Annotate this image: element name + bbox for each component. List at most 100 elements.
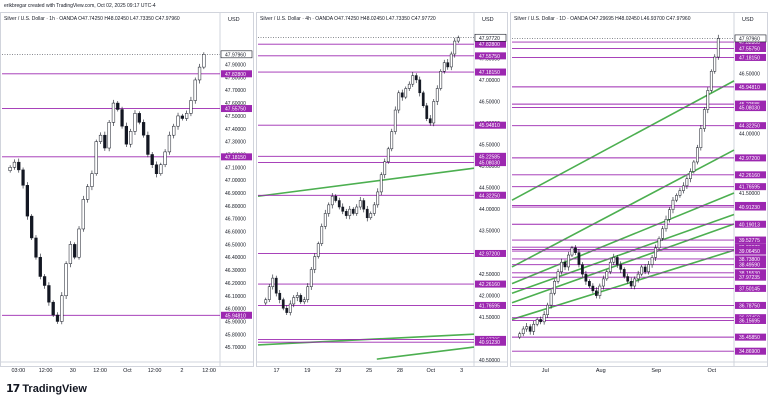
candle-body xyxy=(323,213,327,227)
candle-body xyxy=(706,90,710,110)
x-tick-label: 03:00 xyxy=(11,368,25,374)
candle-body xyxy=(264,299,268,304)
last-price-label: 47.97720 xyxy=(479,36,500,42)
candle-body xyxy=(42,276,47,286)
candle-body xyxy=(320,226,324,244)
level-label-bg xyxy=(475,249,506,257)
candle-body xyxy=(713,56,717,72)
y-tick-label: 45.90000 xyxy=(225,319,246,325)
candle-body xyxy=(643,266,647,272)
candle-body xyxy=(435,88,439,102)
last-price-label-bg xyxy=(474,33,507,42)
x-tick-label: 2 xyxy=(180,368,183,374)
candle-body xyxy=(695,147,699,163)
candle-body xyxy=(197,66,202,81)
candle-body xyxy=(542,314,546,323)
y-tick-label: 46.00000 xyxy=(225,307,246,313)
level-label-bg xyxy=(221,153,252,161)
candle-body xyxy=(675,195,678,201)
x-tick-label: Jul xyxy=(542,368,549,374)
candle-body xyxy=(292,297,296,305)
level-label-bg xyxy=(475,159,506,167)
level-label-bg xyxy=(475,280,506,288)
y-tick-label: 46.70000 xyxy=(225,217,246,223)
level-label: 38.73800 xyxy=(739,257,760,263)
candle-body xyxy=(400,92,404,98)
candle-body xyxy=(428,118,432,124)
candle-body xyxy=(570,247,574,256)
level-label-bg xyxy=(475,152,506,160)
chart-panel-2: Silver / U.S. Dollar · 4h · OANDA O47.74… xyxy=(256,12,508,374)
level-label-bg xyxy=(735,261,766,269)
candle-body xyxy=(449,53,453,68)
level-label: 39.52775 xyxy=(739,238,760,244)
candle-body xyxy=(25,185,29,217)
level-label-bg xyxy=(735,183,766,191)
last-price-label-bg xyxy=(220,50,253,59)
candle-body xyxy=(38,256,42,277)
candle-body xyxy=(605,271,609,280)
tradingview-logo-wordmark: TradingView xyxy=(22,382,87,395)
candle-body xyxy=(316,243,320,257)
candle-body xyxy=(8,167,12,171)
candle-body xyxy=(137,113,141,123)
y-tick-label: 45.70000 xyxy=(225,345,246,351)
candle-body xyxy=(386,148,390,163)
candle-body xyxy=(116,102,120,110)
level-label: 45.94810 xyxy=(225,313,246,319)
last-price-label: 47.97960 xyxy=(739,36,760,42)
candle-body xyxy=(598,285,602,296)
level-label-bg xyxy=(735,104,766,112)
candle-body xyxy=(702,109,706,129)
level-label-bg xyxy=(221,105,252,113)
trend-line xyxy=(511,80,735,201)
x-tick-label: Oct xyxy=(123,368,132,374)
candle-body xyxy=(608,261,612,272)
y-tick-label: 47.90000 xyxy=(225,63,246,69)
candle-body xyxy=(372,204,376,214)
level-label: 37.50145 xyxy=(739,286,760,292)
candle-body xyxy=(358,200,362,208)
candle-body xyxy=(594,290,598,296)
candle-body xyxy=(546,304,549,315)
candle-body xyxy=(90,173,94,187)
candle-body xyxy=(154,164,159,174)
candle-body xyxy=(404,88,408,98)
level-label-bg xyxy=(735,247,766,255)
candle-body xyxy=(86,186,90,200)
candle-body xyxy=(556,271,560,282)
candle-body xyxy=(584,273,588,282)
level-label-bg xyxy=(735,83,766,91)
candle-body xyxy=(574,247,577,253)
candle-body xyxy=(685,178,689,187)
x-tick-label: Oct xyxy=(427,368,436,374)
candle-body xyxy=(549,292,553,306)
candle-body xyxy=(299,295,303,303)
tradingview-logo[interactable]: 17 TradingView xyxy=(6,382,87,395)
y-tick-label: 45.50000 xyxy=(479,143,500,149)
candle-body xyxy=(709,71,713,91)
candle-body xyxy=(439,71,443,89)
candle-body xyxy=(521,328,525,335)
candle-body xyxy=(189,100,193,114)
candle-body xyxy=(202,54,206,68)
candle-body xyxy=(633,278,637,287)
candle-body xyxy=(355,206,359,214)
candle-body xyxy=(274,277,278,294)
candle-body xyxy=(278,292,282,300)
currency-label: USD xyxy=(742,17,754,23)
candle-body xyxy=(55,314,60,322)
x-tick-label: Oct xyxy=(708,368,717,374)
y-tick-label: 42.00000 xyxy=(479,293,500,299)
x-tick-label: 30 xyxy=(70,368,76,374)
candle-body xyxy=(699,128,703,148)
candle-body xyxy=(442,62,446,72)
candle-body xyxy=(341,206,345,212)
level-label-bg xyxy=(475,40,506,48)
chart-title: Silver / U.S. Dollar · 4h · OANDA O47.74… xyxy=(260,16,436,22)
candle-body xyxy=(159,164,163,174)
candle-body xyxy=(81,199,85,230)
level-label: 42.97200 xyxy=(739,156,760,162)
candle-body xyxy=(657,238,661,249)
candle-body xyxy=(640,266,644,275)
